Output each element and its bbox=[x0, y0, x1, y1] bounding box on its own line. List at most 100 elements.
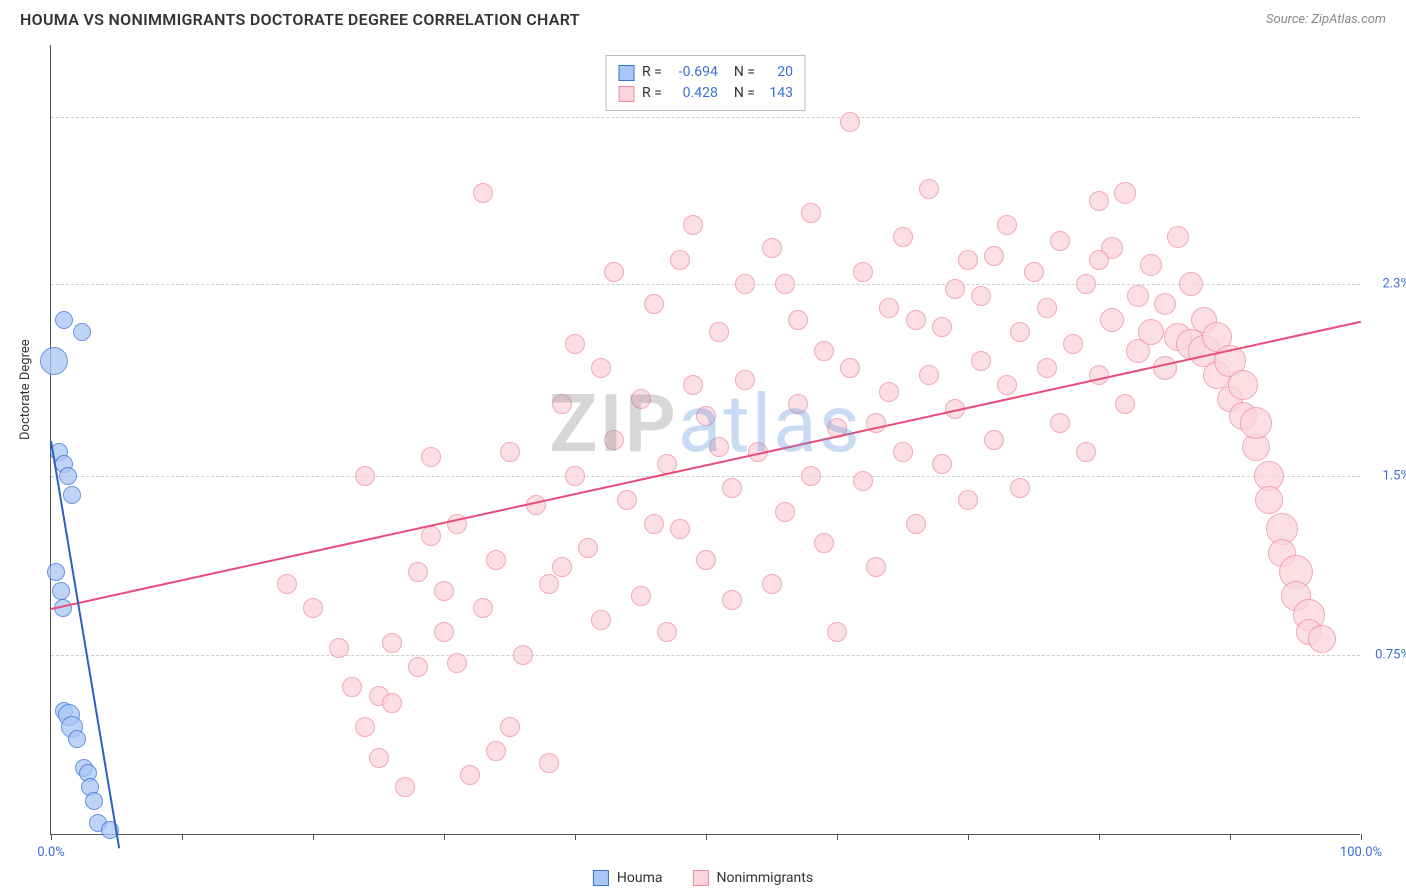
data-point-pink bbox=[565, 466, 585, 486]
data-point-pink bbox=[486, 741, 506, 761]
x-tick bbox=[51, 834, 52, 840]
data-point-pink bbox=[486, 550, 506, 570]
r-value: -0.694 bbox=[670, 62, 718, 83]
data-point-pink bbox=[997, 215, 1017, 235]
data-point-blue bbox=[68, 730, 86, 748]
data-point-pink bbox=[906, 514, 926, 534]
data-point-pink bbox=[657, 622, 677, 642]
data-point-pink bbox=[369, 748, 389, 768]
gridline bbox=[51, 284, 1360, 285]
data-point-pink bbox=[762, 238, 782, 258]
data-point-pink bbox=[421, 447, 441, 467]
data-point-pink bbox=[500, 717, 520, 737]
data-point-pink bbox=[1114, 182, 1136, 204]
data-point-pink bbox=[1100, 308, 1124, 332]
data-point-pink bbox=[1138, 319, 1164, 345]
data-point-pink bbox=[762, 574, 782, 594]
data-point-pink bbox=[775, 274, 795, 294]
data-point-pink bbox=[1076, 442, 1096, 462]
data-point-pink bbox=[1050, 231, 1070, 251]
x-tick bbox=[313, 834, 314, 840]
data-point-pink bbox=[1179, 272, 1203, 296]
data-point-pink bbox=[1127, 285, 1149, 307]
data-point-pink bbox=[919, 179, 939, 199]
data-point-pink bbox=[840, 358, 860, 378]
data-point-blue bbox=[40, 347, 68, 375]
data-point-pink bbox=[696, 406, 716, 426]
data-point-pink bbox=[1140, 254, 1162, 276]
data-point-blue bbox=[52, 582, 70, 600]
data-point-pink bbox=[513, 645, 533, 665]
gridline bbox=[51, 655, 1360, 656]
data-point-pink bbox=[722, 478, 742, 498]
legend-series: HoumaNonimmigrants bbox=[593, 870, 813, 886]
gridline bbox=[51, 476, 1360, 477]
data-point-pink bbox=[500, 442, 520, 462]
r-value: 0.428 bbox=[670, 83, 718, 104]
data-point-pink bbox=[1089, 365, 1109, 385]
data-point-pink bbox=[382, 693, 402, 713]
data-point-pink bbox=[434, 581, 454, 601]
data-point-pink bbox=[1010, 322, 1030, 342]
source-label: Source: ZipAtlas.com bbox=[1266, 12, 1386, 27]
swatch-icon bbox=[618, 86, 634, 102]
data-point-pink bbox=[984, 430, 1004, 450]
data-point-pink bbox=[775, 502, 795, 522]
data-point-pink bbox=[1255, 486, 1283, 514]
data-point-blue bbox=[85, 792, 103, 810]
data-point-pink bbox=[879, 298, 899, 318]
swatch-icon bbox=[693, 870, 709, 886]
data-point-pink bbox=[722, 590, 742, 610]
y-tick-label: 2.3% bbox=[1365, 277, 1406, 292]
chart-plot-area: ZIPatlas R =-0.694N =20R =0.428N =143 0.… bbox=[50, 45, 1360, 835]
data-point-pink bbox=[1050, 413, 1070, 433]
data-point-pink bbox=[591, 358, 611, 378]
data-point-pink bbox=[1153, 356, 1177, 380]
data-point-pink bbox=[1076, 274, 1096, 294]
data-point-pink bbox=[1240, 407, 1272, 439]
data-point-pink bbox=[473, 183, 493, 203]
x-tick bbox=[182, 834, 183, 840]
data-point-pink bbox=[971, 351, 991, 371]
data-point-pink bbox=[277, 574, 297, 594]
data-point-pink bbox=[303, 598, 323, 618]
data-point-pink bbox=[709, 437, 729, 457]
data-point-pink bbox=[408, 657, 428, 677]
gridline bbox=[51, 117, 1360, 118]
data-point-pink bbox=[552, 557, 572, 577]
data-point-pink bbox=[735, 274, 755, 294]
data-point-pink bbox=[696, 550, 716, 570]
data-point-pink bbox=[1089, 191, 1109, 211]
data-point-pink bbox=[447, 653, 467, 673]
data-point-pink bbox=[434, 622, 454, 642]
data-point-blue bbox=[73, 323, 91, 341]
x-tick bbox=[1361, 834, 1362, 840]
data-point-pink bbox=[408, 562, 428, 582]
legend-item: Nonimmigrants bbox=[693, 870, 814, 886]
data-point-pink bbox=[395, 777, 415, 797]
data-point-pink bbox=[1089, 250, 1109, 270]
data-point-pink bbox=[578, 538, 598, 558]
data-point-pink bbox=[1308, 625, 1336, 653]
x-tick-label: 100.0% bbox=[1340, 845, 1382, 860]
data-point-pink bbox=[591, 610, 611, 630]
data-point-pink bbox=[1228, 370, 1258, 400]
data-point-pink bbox=[932, 454, 952, 474]
x-tick bbox=[1230, 834, 1231, 840]
data-point-pink bbox=[473, 598, 493, 618]
data-point-blue bbox=[55, 311, 73, 329]
x-tick bbox=[706, 834, 707, 840]
data-point-pink bbox=[670, 250, 690, 270]
y-axis-title: Doctorate Degree bbox=[18, 339, 33, 440]
data-point-pink bbox=[958, 250, 978, 270]
data-point-pink bbox=[932, 317, 952, 337]
data-point-pink bbox=[1024, 262, 1044, 282]
data-point-pink bbox=[342, 677, 362, 697]
x-tick bbox=[968, 834, 969, 840]
data-point-pink bbox=[906, 310, 926, 330]
data-point-pink bbox=[644, 294, 664, 314]
data-point-pink bbox=[919, 365, 939, 385]
data-point-pink bbox=[1167, 226, 1189, 248]
data-point-pink bbox=[1037, 358, 1057, 378]
data-point-pink bbox=[945, 279, 965, 299]
